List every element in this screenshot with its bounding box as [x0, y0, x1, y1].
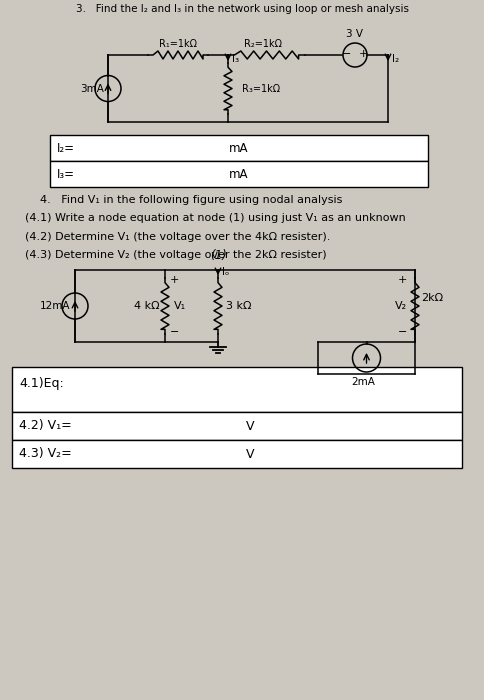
Text: V: V	[246, 419, 255, 433]
FancyBboxPatch shape	[12, 412, 462, 440]
Text: Iₒ: Iₒ	[222, 267, 229, 277]
FancyBboxPatch shape	[12, 367, 462, 412]
Text: V₂: V₂	[395, 301, 407, 311]
Text: 4 kΩ: 4 kΩ	[135, 301, 160, 311]
Text: +: +	[170, 275, 180, 285]
Text: −: −	[398, 327, 407, 337]
Text: 3mA: 3mA	[80, 83, 104, 94]
Text: 3 kΩ: 3 kΩ	[226, 301, 252, 311]
Text: 2mA: 2mA	[351, 377, 376, 387]
Text: I₃=: I₃=	[57, 167, 75, 181]
Text: 3.   Find the I₂ and I₃ in the network using loop or mesh analysis: 3. Find the I₂ and I₃ in the network usi…	[76, 4, 408, 14]
Text: +: +	[398, 275, 407, 285]
Text: +: +	[358, 49, 368, 59]
Text: 4.1)Eq:: 4.1)Eq:	[19, 377, 64, 390]
Text: 3 V: 3 V	[347, 29, 363, 39]
Text: −: −	[342, 49, 352, 59]
Text: 4.2) V₁=: 4.2) V₁=	[19, 419, 72, 433]
Text: R₂=1kΩ: R₂=1kΩ	[244, 39, 282, 49]
Text: I₃: I₃	[232, 54, 239, 64]
Text: 4.   Find V₁ in the following figure using nodal analysis: 4. Find V₁ in the following figure using…	[40, 195, 342, 205]
Text: −: −	[170, 327, 180, 337]
Text: mA: mA	[229, 167, 249, 181]
Text: V₁: V₁	[174, 301, 186, 311]
Text: I₂=: I₂=	[57, 141, 75, 155]
Text: (1): (1)	[210, 249, 227, 262]
Text: 12mA: 12mA	[40, 301, 70, 311]
Text: R₃=1kΩ: R₃=1kΩ	[242, 83, 280, 94]
Text: I₂: I₂	[392, 54, 399, 64]
Text: mA: mA	[229, 141, 249, 155]
Text: 4.3) V₂=: 4.3) V₂=	[19, 447, 72, 461]
FancyBboxPatch shape	[50, 161, 428, 187]
FancyBboxPatch shape	[50, 135, 428, 161]
FancyBboxPatch shape	[12, 440, 462, 468]
Text: R₁=1kΩ: R₁=1kΩ	[159, 39, 197, 49]
Text: (4.3) Determine V₂ (the voltage over the 2kΩ resister): (4.3) Determine V₂ (the voltage over the…	[25, 250, 327, 260]
Text: V: V	[246, 447, 255, 461]
Text: (4.2) Determine V₁ (the voltage over the 4kΩ resister).: (4.2) Determine V₁ (the voltage over the…	[25, 232, 331, 242]
Text: 2kΩ: 2kΩ	[421, 293, 443, 303]
Text: (4.1) Write a node equation at node (1) using just V₁ as an unknown: (4.1) Write a node equation at node (1) …	[25, 213, 406, 223]
